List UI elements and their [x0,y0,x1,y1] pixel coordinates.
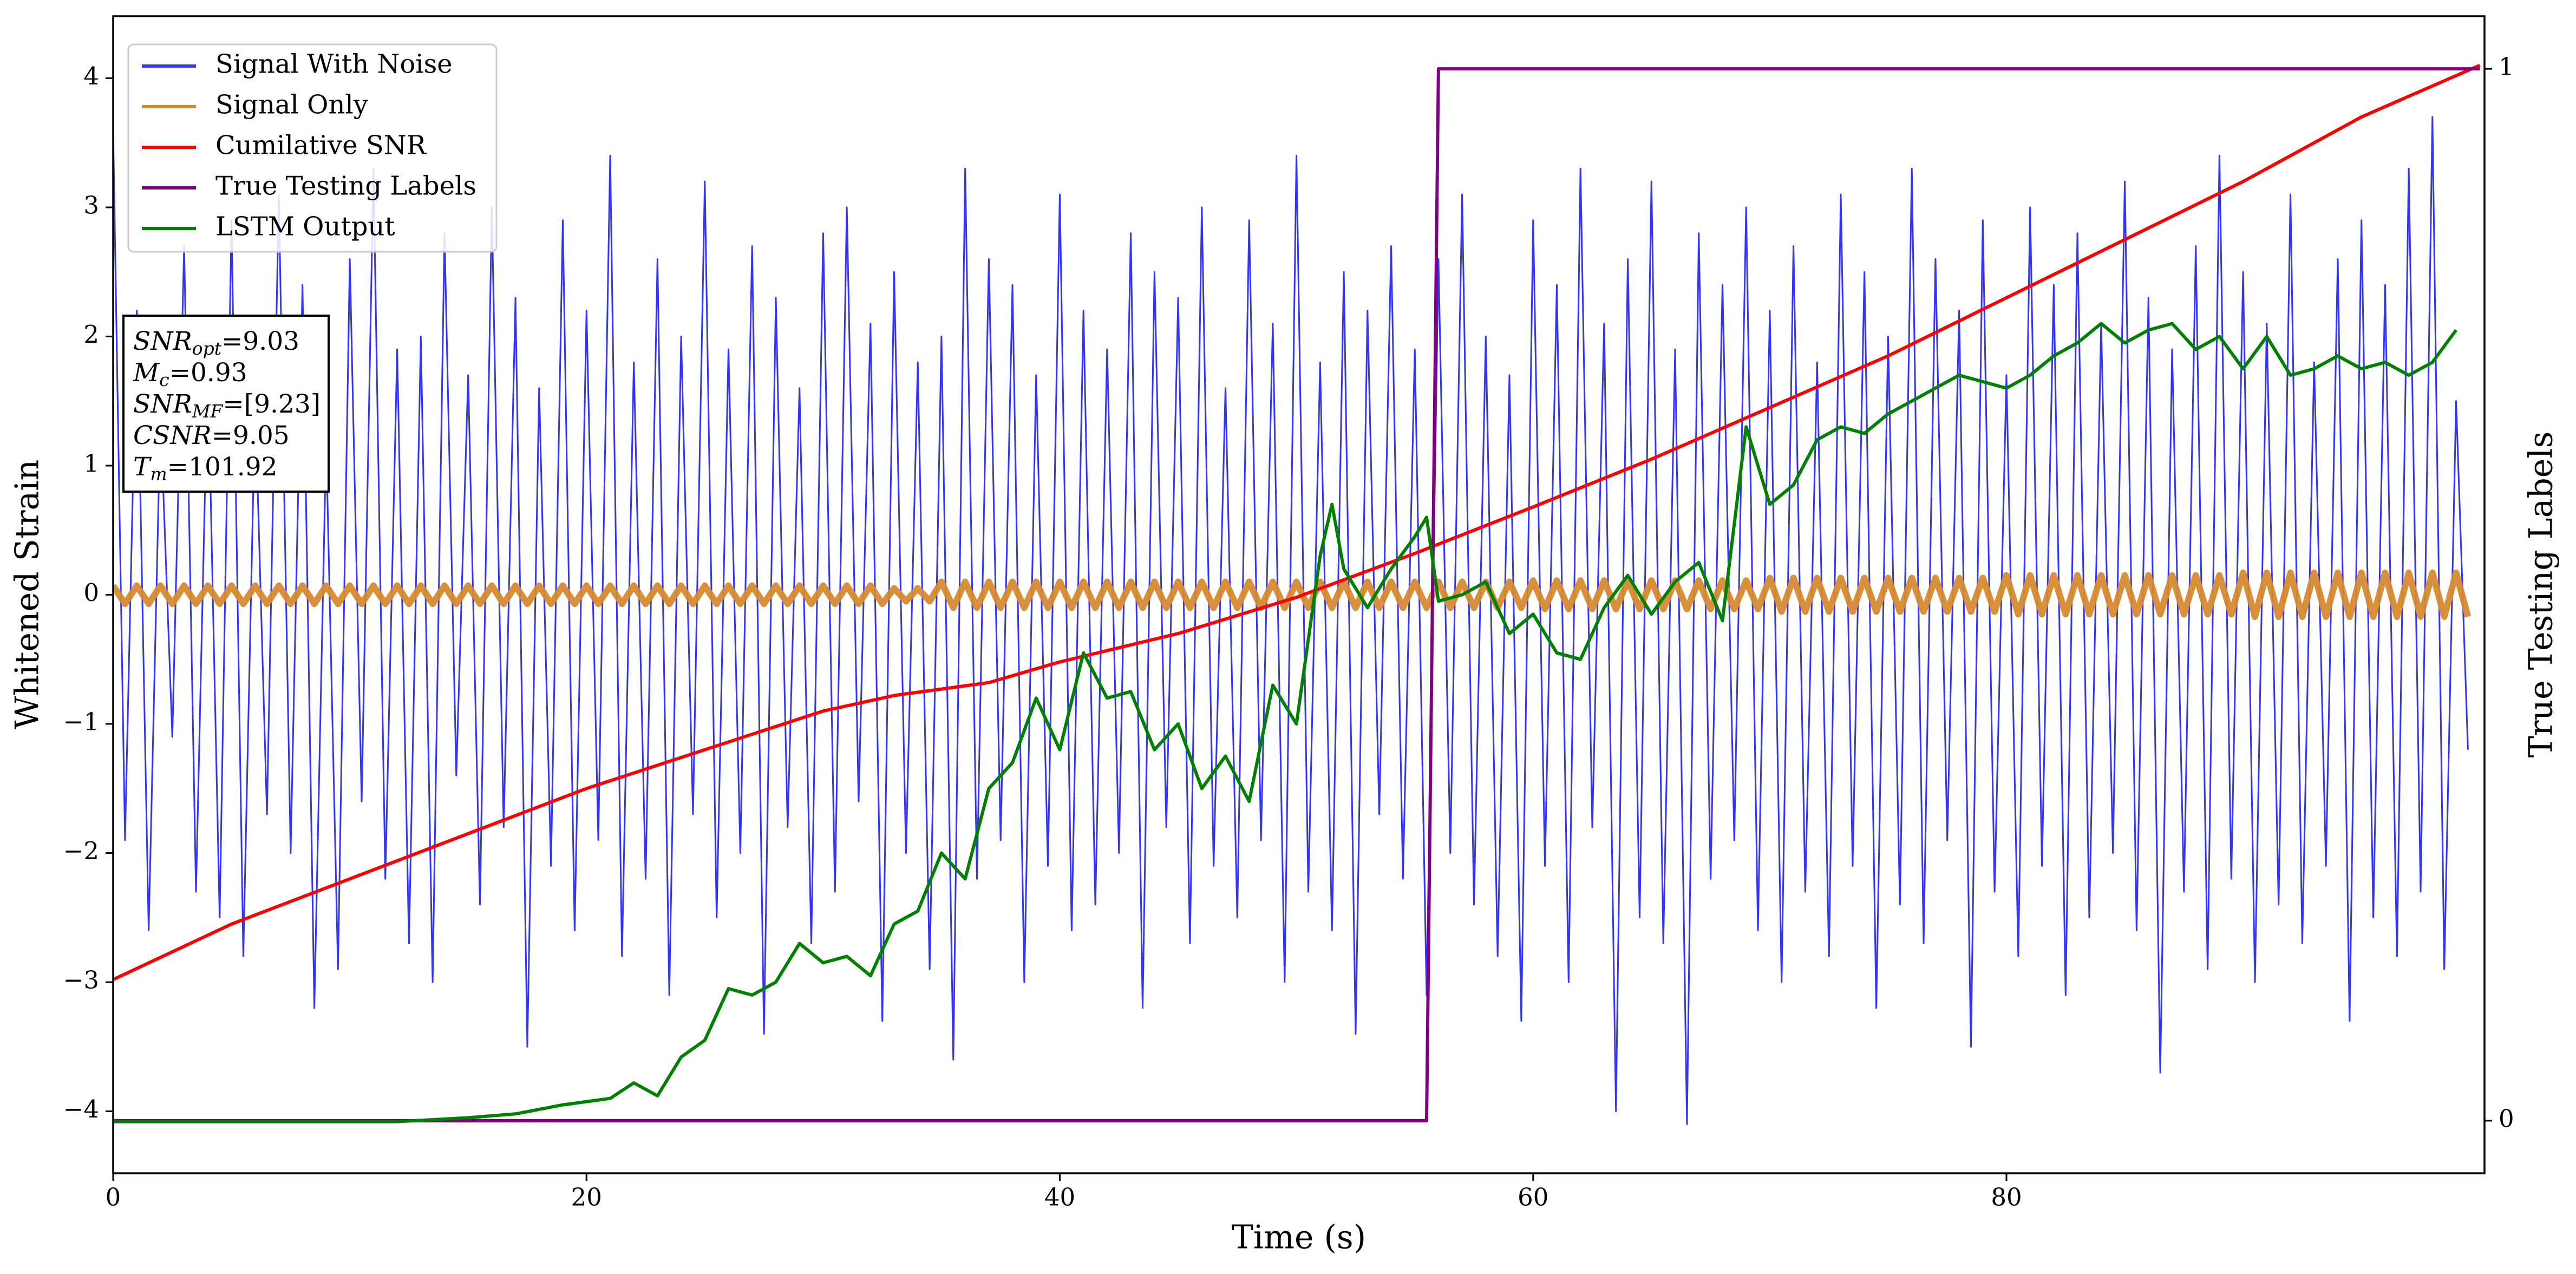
series-line [113,63,2481,981]
x-tick-label: 20 [571,1183,602,1212]
y-tick-label: −1 [63,708,99,736]
annotation-line: Mc=0.93 [133,358,247,390]
y-tick-label: 0 [83,578,99,607]
x-axis-label: Time (s) [1232,1219,1366,1257]
series-line [113,116,2469,1125]
series-line [113,570,2472,620]
annotation-symbol: CSNR [133,421,212,450]
x-tick-label: 40 [1044,1183,1075,1212]
annotation-subscript: MF [192,401,224,422]
annotation-line: CSNR=9.05 [133,421,290,450]
annotation-line: Tm=101.92 [133,452,278,485]
y-tick-label: −2 [63,837,99,865]
annotation-frame [122,315,330,493]
y2-tick-label: 1 [2499,53,2514,81]
annotation-value: =101.92 [167,452,278,482]
legend-label: Cumilative SNR [215,130,427,161]
y-tick-label: −4 [63,1095,99,1123]
y-tick-label: 1 [83,449,99,478]
x-tick-label: 80 [1991,1183,2022,1212]
y2-axis-label: True Testing Labels [2522,432,2560,758]
annotation-subscript: m [150,463,167,485]
annotation-symbol: M [133,358,160,388]
annotation-symbol: T [133,452,152,482]
annotation-value: =[9.23] [223,389,321,419]
x-tick-label: 0 [106,1183,121,1212]
annotation-subscript: opt [192,338,222,359]
y-tick-label: 4 [83,62,99,90]
y-tick-label: −3 [63,966,99,995]
y-axis-label: Whitened Strain [9,460,47,729]
legend-label: Signal Only [215,90,368,120]
x-tick-label: 60 [1518,1183,1548,1212]
annotation-line: SNRMF=[9.23] [133,389,321,422]
legend-label: True Testing Labels [215,171,476,201]
annotation-box: SNRopt=9.03Mc=0.93SNRMF=[9.23]CSNR=9.05T… [122,315,330,493]
legend-label: Signal With Noise [215,49,453,80]
y2-tick-label: 0 [2499,1104,2514,1133]
legend-frame [127,43,498,253]
legend-label: LSTM Output [215,212,395,242]
series-line [113,322,2457,1123]
series-line [113,67,2480,1122]
annotation-symbol: SNR [133,326,192,356]
annotation-symbol: SNR [133,389,192,419]
annotation-value: =9.05 [212,421,290,450]
y-tick-label: 2 [83,320,99,349]
annotation-value: =0.93 [169,358,247,388]
annotation-subscript: c [159,369,169,390]
legend: Signal With Noise Signal Only Cumilative S… [127,43,498,253]
plot-area [113,63,2481,1125]
annotation-line: SNRopt=9.03 [133,326,299,359]
y-tick-label: 3 [83,191,99,219]
annotation-value: =9.03 [221,326,299,356]
